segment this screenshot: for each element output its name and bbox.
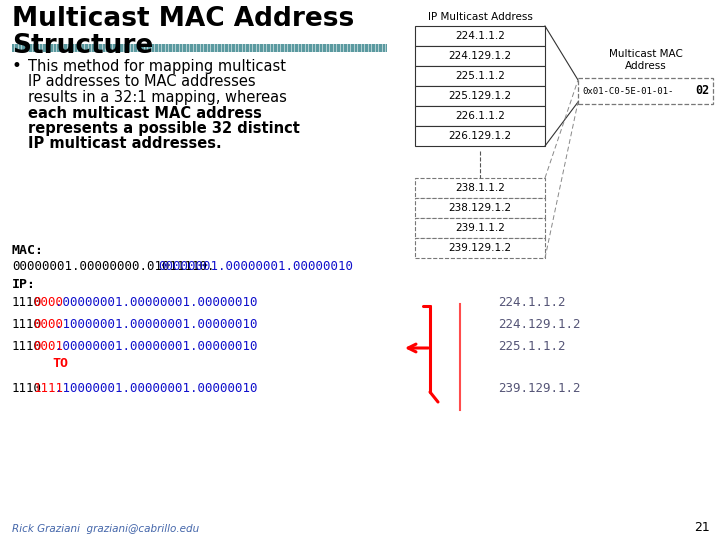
Text: 239.1.1.2: 239.1.1.2 <box>455 223 505 233</box>
Text: 1110: 1110 <box>12 340 42 353</box>
Text: Multicast MAC
Address: Multicast MAC Address <box>608 49 683 71</box>
Text: 0x01-C0-5E-01-01-: 0x01-C0-5E-01-01- <box>582 86 673 96</box>
Bar <box>12 44 387 52</box>
Text: IP:: IP: <box>12 278 36 291</box>
Text: .00000001.00000001.00000010: .00000001.00000001.00000010 <box>55 340 258 353</box>
Text: 238.1.1.2: 238.1.1.2 <box>455 183 505 193</box>
Text: .10000001.00000001.00000010: .10000001.00000001.00000010 <box>55 318 258 331</box>
Bar <box>415 66 545 86</box>
Text: results in a 32:1 mapping, whereas: results in a 32:1 mapping, whereas <box>28 90 292 105</box>
Bar <box>415 46 545 66</box>
Text: 226.1.1.2: 226.1.1.2 <box>455 111 505 121</box>
Text: 1110: 1110 <box>12 382 42 395</box>
Bar <box>415 26 545 46</box>
Bar <box>415 106 545 126</box>
Text: 00000001.00000001.00000010: 00000001.00000001.00000010 <box>158 260 353 273</box>
Text: 238.129.1.2: 238.129.1.2 <box>449 203 512 213</box>
Text: 21: 21 <box>694 521 710 534</box>
Text: Rick Graziani  graziani@cabrillo.edu: Rick Graziani graziani@cabrillo.edu <box>12 524 199 534</box>
Text: 0000: 0000 <box>34 318 63 331</box>
Text: 224.1.1.2: 224.1.1.2 <box>498 296 565 309</box>
Bar <box>578 78 713 104</box>
Text: .00000001.00000001.00000010: .00000001.00000001.00000010 <box>55 296 258 309</box>
Text: Multicast MAC Address: Multicast MAC Address <box>12 6 354 32</box>
Bar <box>415 126 545 146</box>
Bar <box>415 218 545 238</box>
Bar <box>415 198 545 218</box>
Text: TO: TO <box>52 357 68 370</box>
Text: IP addresses to MAC addresses: IP addresses to MAC addresses <box>28 75 256 90</box>
Text: 225.129.1.2: 225.129.1.2 <box>449 91 512 101</box>
Text: 02: 02 <box>696 84 710 98</box>
Text: •: • <box>12 57 22 75</box>
Text: .10000001.00000001.00000010: .10000001.00000001.00000010 <box>55 382 258 395</box>
Text: This method for mapping multicast: This method for mapping multicast <box>28 59 286 74</box>
Text: 1110: 1110 <box>12 296 42 309</box>
Text: 0001: 0001 <box>34 340 63 353</box>
Text: 226.129.1.2: 226.129.1.2 <box>449 131 512 141</box>
Text: 0000: 0000 <box>34 296 63 309</box>
Text: IP multicast addresses.: IP multicast addresses. <box>28 137 222 152</box>
Text: 1110: 1110 <box>12 318 42 331</box>
Text: Structure: Structure <box>12 33 153 59</box>
Text: 1111: 1111 <box>34 382 63 395</box>
Text: 00000001.00000000.01011110.: 00000001.00000000.01011110. <box>12 260 215 273</box>
Text: 224.129.1.2: 224.129.1.2 <box>449 51 512 61</box>
Bar <box>415 238 545 258</box>
Text: represents a possible 32 distinct: represents a possible 32 distinct <box>28 121 300 136</box>
Text: 224.1.1.2: 224.1.1.2 <box>455 31 505 41</box>
Text: IP Multicast Address: IP Multicast Address <box>428 12 532 22</box>
Text: 239.129.1.2: 239.129.1.2 <box>449 243 512 253</box>
Text: each multicast MAC address: each multicast MAC address <box>28 105 262 120</box>
Text: 239.129.1.2: 239.129.1.2 <box>498 382 580 395</box>
Bar <box>415 178 545 198</box>
Text: MAC:: MAC: <box>12 244 44 257</box>
Text: 224.129.1.2: 224.129.1.2 <box>498 318 580 331</box>
Text: 225.1.1.2: 225.1.1.2 <box>498 340 565 353</box>
Text: 225.1.1.2: 225.1.1.2 <box>455 71 505 81</box>
Bar <box>415 86 545 106</box>
